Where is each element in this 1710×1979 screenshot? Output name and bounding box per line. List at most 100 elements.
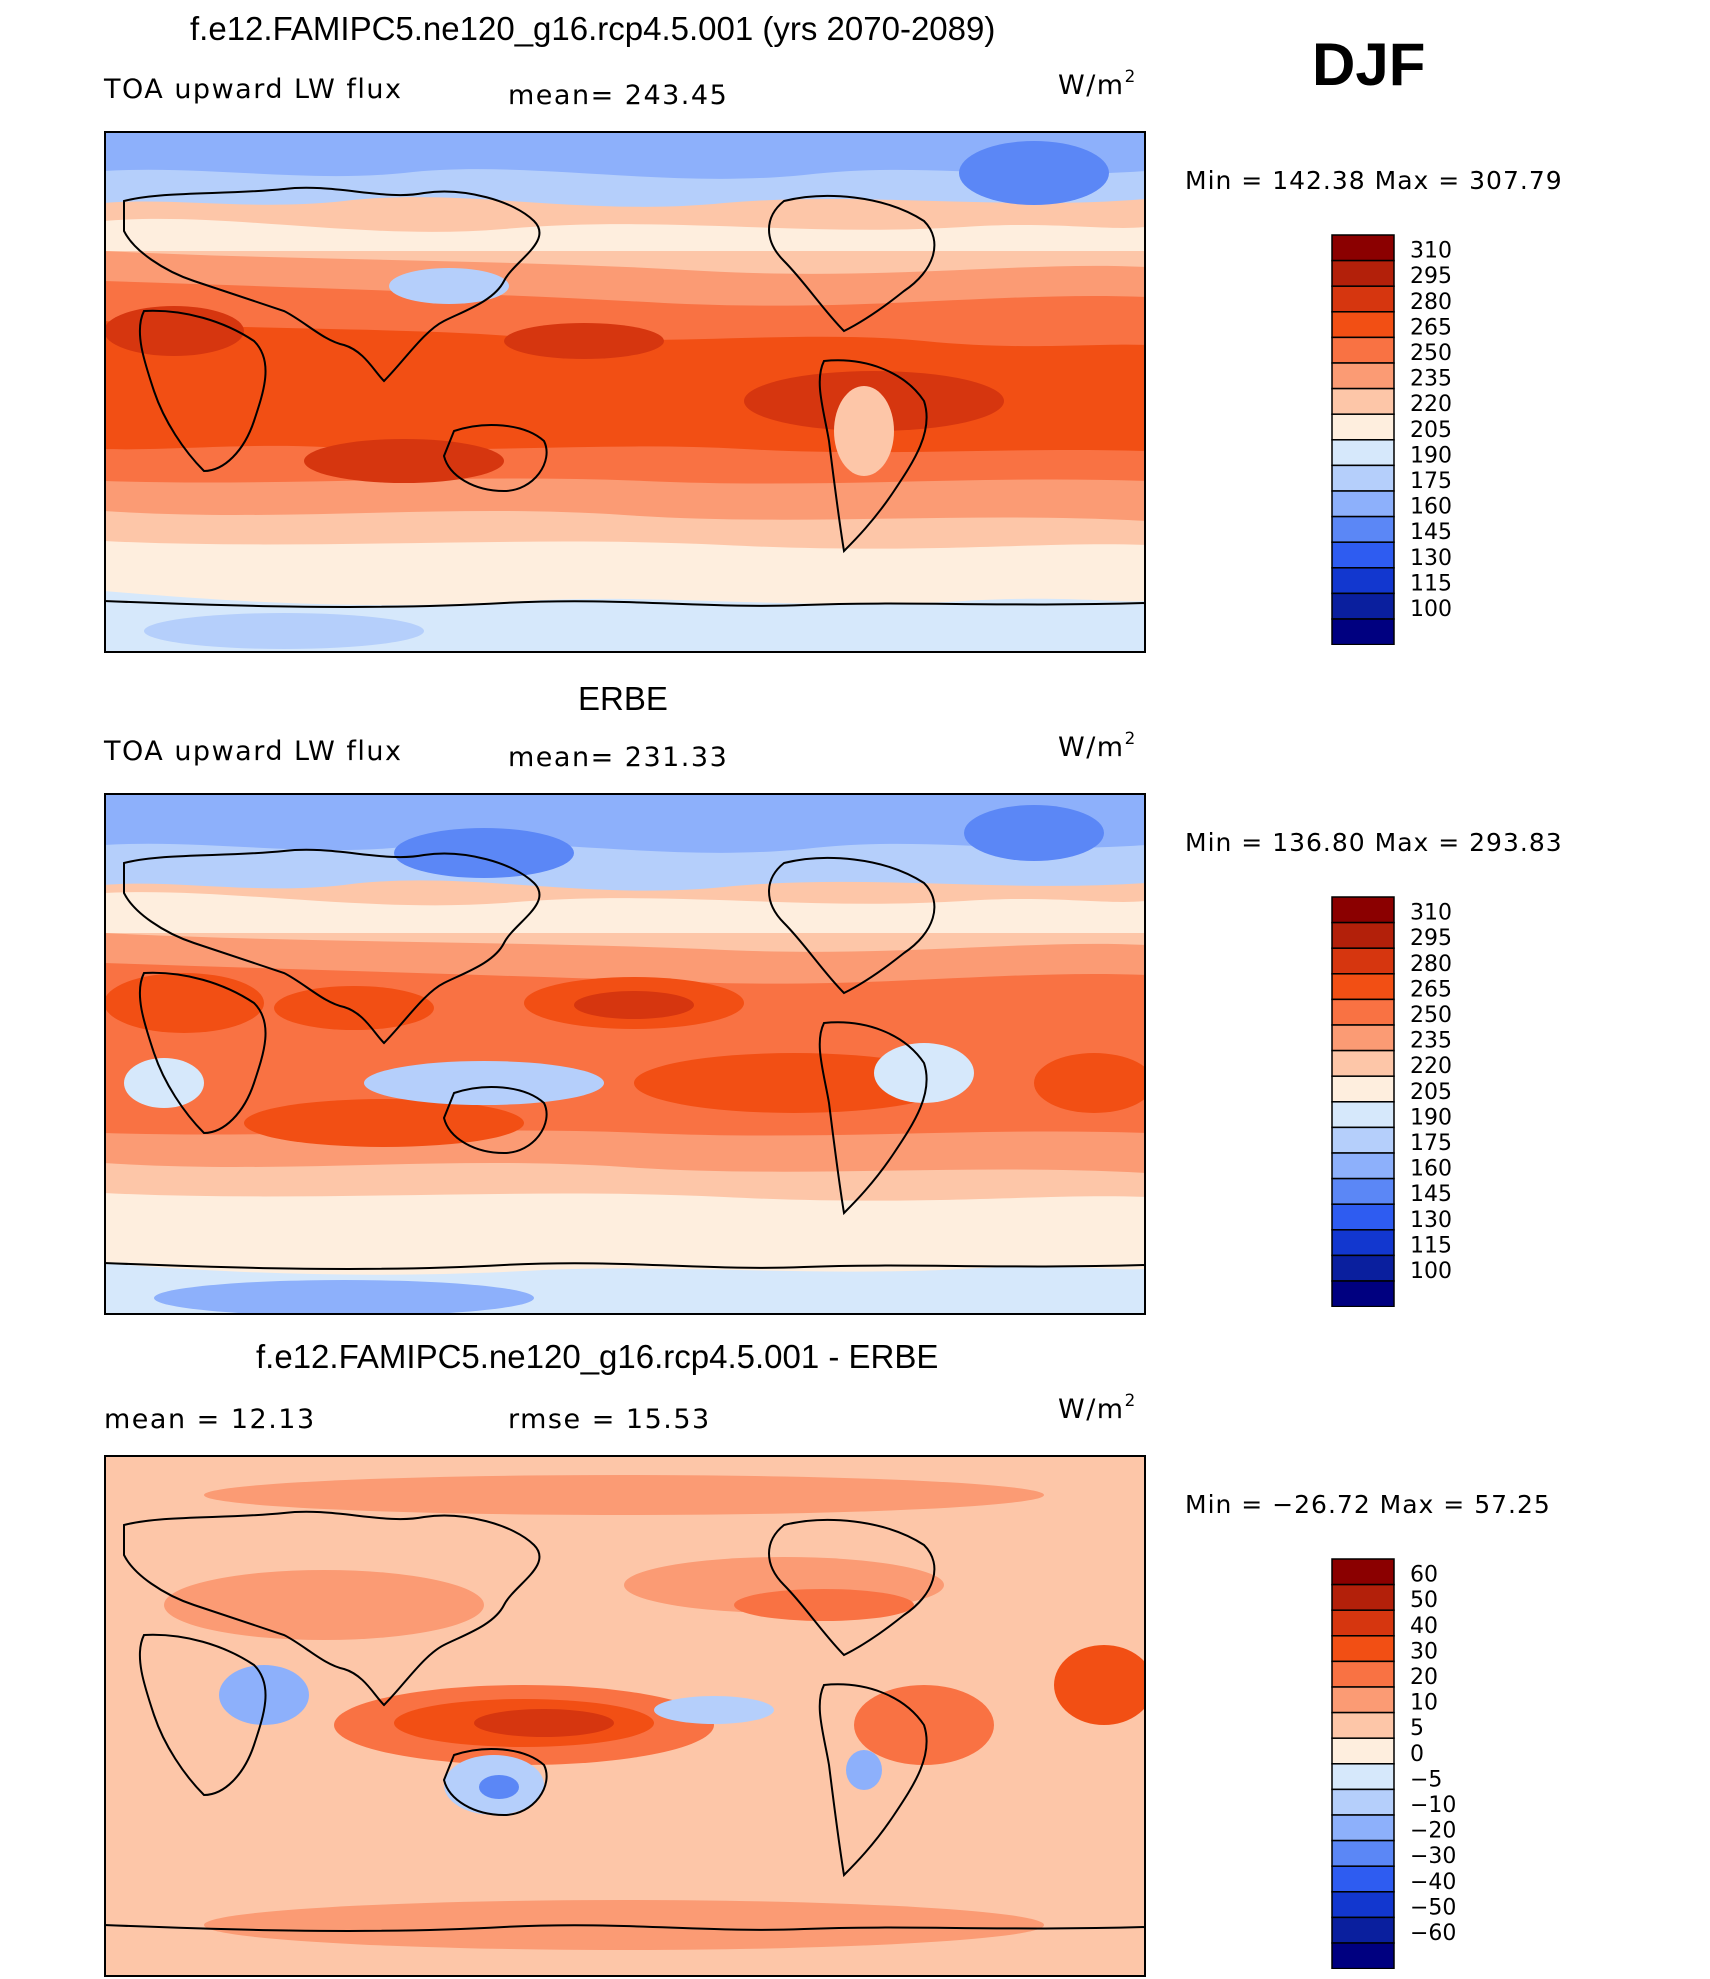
antarctic-core [154,1280,534,1315]
colorbar-label: −50 [1410,1895,1456,1920]
colorbar-swatch [1331,1583,1395,1611]
colorbar-label: 160 [1410,495,1452,520]
eurasia-coast [123,186,541,383]
antarctica-coast [104,1924,1146,1932]
east-africa-cold [219,1665,309,1725]
arctic-core [104,793,1146,853]
colorbar-swatch [1331,362,1395,390]
greenland-cold [964,805,1104,861]
panel2-units: W/m2 [1058,728,1137,763]
colorbar-label: 265 [1410,315,1452,340]
panel2-map [104,793,1146,1315]
colorbar-swatch [1331,998,1395,1026]
colorbar-swatch [1331,1203,1395,1231]
colorbar-swatch [1331,1660,1395,1688]
colorbar-label: 295 [1410,926,1452,951]
colorbar-swatch [1331,541,1395,569]
colorbar-label: 235 [1410,1029,1452,1054]
andes-cool [834,386,894,476]
colorbar-label: 190 [1410,1105,1452,1130]
colorbar-label: 115 [1410,1233,1452,1258]
pacific-cold [654,1696,774,1724]
panel1-minmax: Min = 142.38 Max = 307.79 [1185,166,1563,195]
colorbar-label: 5 [1410,1716,1424,1741]
colorbar-swatch [1331,1254,1395,1282]
colorbar-swatch [1331,413,1395,441]
siberia-cold [394,828,574,878]
colorbar-label: −5 [1410,1767,1442,1792]
indian-ocean-warm [244,1099,524,1147]
colorbar-swatch [1331,1024,1395,1052]
africa-coast [138,309,267,473]
maritime-warm-core [474,1709,614,1737]
colorbar-label: 250 [1410,341,1452,366]
colorbar-label: 0 [1410,1742,1424,1767]
colorbar-label: 30 [1410,1639,1438,1664]
panel3-rmse-label: rmse = 15.53 [508,1404,711,1435]
colorbar-label: 220 [1410,392,1452,417]
warm-pool-cold [364,1061,604,1105]
colorbar-swatch [1331,1788,1395,1816]
andes-cold [846,1750,882,1790]
colorbar-label: 100 [1410,1259,1452,1284]
colorbar-label: 265 [1410,977,1452,1002]
map-frame [104,131,1146,653]
colorbar-label: 60 [1410,1563,1438,1588]
north-america-coast [768,1518,936,1657]
panel1-title: f.e12.FAMIPC5.ne120_g16.rcp4.5.001 (yrs … [190,10,996,47]
colorbar-label: 160 [1410,1157,1452,1182]
colorbar-swatch [1331,1635,1395,1663]
colorbar-swatch [1331,567,1395,595]
antarctic-core [144,613,424,649]
colorbar-swatch [1331,921,1395,949]
colorbar-label: −40 [1410,1870,1456,1895]
arctic-warm [204,1475,1044,1515]
antarctic-band [104,1960,1146,1977]
colorbar-label: 130 [1410,1208,1452,1233]
panel3-minmax: Min = −26.72 Max = 57.25 [1185,1490,1551,1519]
colorbar-label: 190 [1410,443,1452,468]
colorbar-swatch [1331,234,1395,262]
colorbar-label: 280 [1410,290,1452,315]
colorbar-swatch [1331,1686,1395,1714]
midlat-band-north [104,892,1146,933]
colorbar-label: 145 [1410,1182,1452,1207]
colorbar-label: −30 [1410,1844,1456,1869]
panel3-mean-label: mean = 12.13 [104,1404,316,1435]
panel1-mean-label: mean= 243.45 [508,80,729,111]
panel1-variable-label: TOA upward LW flux [104,74,403,105]
arabia-warm [274,986,434,1030]
colorbar-swatch [1331,1075,1395,1103]
colorbar-label: 205 [1410,418,1452,443]
colorbar-label: −20 [1410,1819,1456,1844]
colorbar-swatch [1331,896,1395,924]
sahara-warm [104,973,264,1033]
map-frame [104,793,1146,1315]
colorbar-label: 175 [1410,469,1452,494]
north-america-coast [768,194,936,333]
africa-coast [138,971,267,1135]
south-america-coast [818,1021,928,1216]
coastlines [104,848,1146,1270]
colorbar-swatch [1331,1609,1395,1637]
tibet-cold [389,268,509,304]
greenland-cold [959,141,1109,205]
australia-coast [442,1748,548,1817]
colorbar-label: −10 [1410,1793,1456,1818]
colorbar-label: −60 [1410,1921,1456,1946]
africa-coast [138,1633,267,1797]
colorbar-label: 295 [1410,264,1452,289]
south-america-coast [818,1683,928,1878]
arctic-core [104,131,1146,179]
panel2-title: ERBE [578,680,668,717]
colorbar-swatch [1331,1916,1395,1944]
indian-ocean-warm-core [304,439,504,483]
panel2-mean-label: mean= 231.33 [508,742,729,773]
congo-cold [124,1058,204,1108]
map-frame [104,1455,1146,1977]
colorbar-swatch [1331,311,1395,339]
colorbar-label: 20 [1410,1665,1438,1690]
colorbar-label: 130 [1410,546,1452,571]
colorbar-swatch [1331,1839,1395,1867]
eurasia-warm [164,1570,484,1640]
